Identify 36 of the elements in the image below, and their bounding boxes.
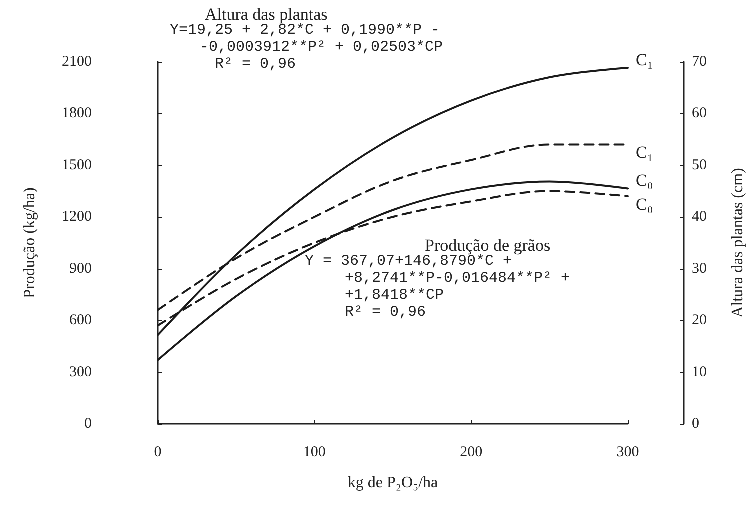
y2-tick-label: 50 [692, 157, 707, 174]
y-tick-label: 0 [84, 416, 92, 432]
y-tick-label: 300 [70, 364, 92, 380]
x-tick-label: 200 [460, 444, 483, 460]
series-label: C₁ [636, 50, 654, 70]
x-axis-title: kg de P₂O₅/ha [348, 474, 438, 492]
y-tick-label: 2100 [62, 54, 92, 70]
x-tick-label: 100 [303, 444, 326, 460]
annotation: Produção de grãos [425, 236, 551, 255]
series-label: C₀ [636, 171, 654, 190]
y2-tick-label: 10 [692, 364, 707, 380]
text: Y=19,25 + 2,82*C + 0,1990**P - [170, 22, 440, 39]
y2-tick-label: 20 [692, 312, 707, 329]
annotation: R² = 0,96 [215, 56, 296, 73]
x-tick-label: 300 [616, 444, 640, 460]
y2-tick-label: 0 [692, 416, 700, 432]
y-tick-label: 900 [70, 260, 92, 277]
y2-tick-label: 40 [692, 209, 707, 226]
y-axis-title: Produção (kg/ha) [22, 188, 38, 298]
y-tick-label: 600 [70, 312, 92, 329]
y2-tick-label: 70 [692, 54, 707, 70]
text: Altura das plantas [205, 5, 328, 24]
y-tick-label: 1200 [62, 209, 92, 226]
annotation: +1,8418**CP [345, 287, 444, 304]
y2-tick-label: 30 [692, 260, 707, 277]
y-tick-label: 1500 [62, 157, 92, 174]
series-label: C₀ [636, 194, 654, 214]
text: -0,0003912**P² + 0,02503*CP [200, 39, 444, 56]
y2-tick-label: 60 [692, 106, 707, 122]
x-tick-label: 0 [154, 444, 162, 460]
series-label: C₁ [636, 143, 654, 162]
annotation: +8,2741**P-0,016484**P² + [345, 270, 570, 287]
annotation: Y = 367,07+146,8790*C + [305, 253, 512, 270]
annotation: R² = 0,96 [345, 304, 426, 321]
y2-axis-title: Altura das plantas (cm) [730, 168, 746, 318]
y-tick-label: 1800 [62, 106, 92, 122]
